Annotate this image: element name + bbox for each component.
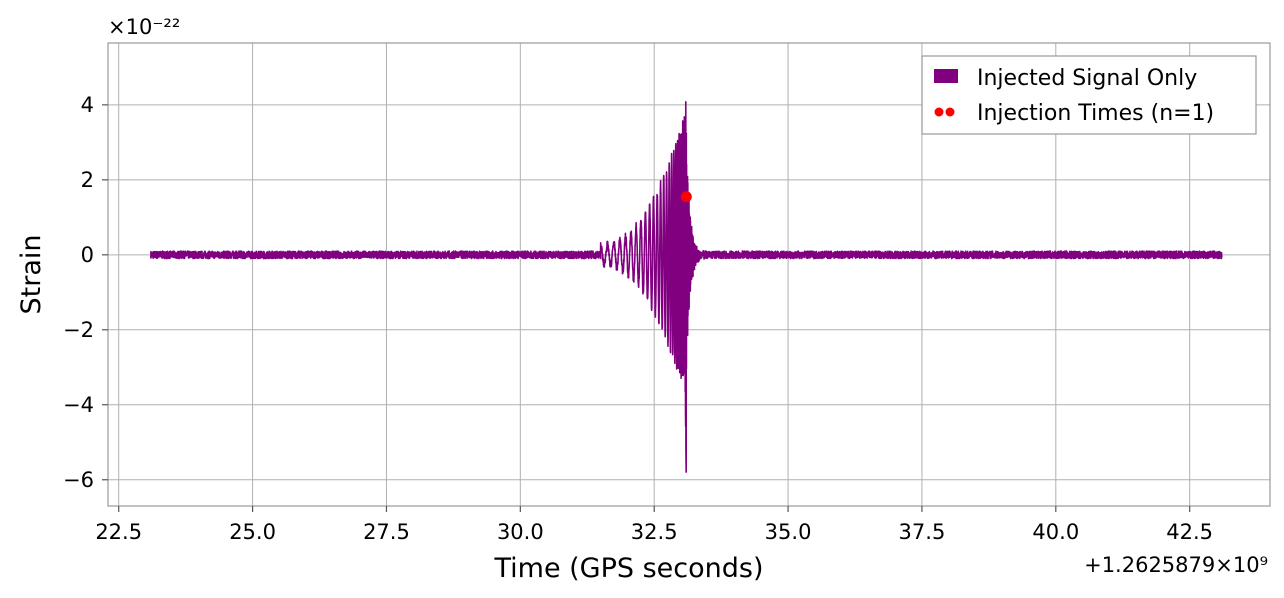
- legend-label-injection-times: Injection Times (n=1): [977, 101, 1214, 126]
- x-tick-label: 22.5: [95, 520, 142, 544]
- legend: Injected Signal Only Injection Times (n=…: [921, 55, 1257, 135]
- x-axis-offset: +1.2625879×10⁹: [1084, 553, 1268, 577]
- legend-marker-injection-times: [934, 107, 944, 117]
- legend-box: [921, 55, 1257, 135]
- legend-marker-injection-times: [945, 107, 955, 117]
- x-tick-label: 25.0: [229, 520, 276, 544]
- y-tick-label: −2: [63, 318, 94, 342]
- y-tick-label: 0: [81, 243, 94, 267]
- x-tick-label: 35.0: [765, 520, 812, 544]
- x-tick-label: 37.5: [899, 520, 946, 544]
- series-line-injected-signal: [150, 101, 1223, 473]
- legend-swatch-injected-signal: [934, 69, 958, 83]
- axis-ticks: 22.5 25.0 27.5 30.0 32.5 35.0 37.5 40.0 42.5 4 2 0 −…: [63, 93, 1213, 544]
- y-tick-label: −4: [63, 393, 94, 417]
- y-tick-label: 4: [81, 93, 94, 117]
- y-axis-label: Strain: [16, 235, 47, 315]
- plot-data: [150, 101, 1223, 473]
- x-tick-label: 40.0: [1032, 520, 1079, 544]
- injection-time-point: [680, 191, 692, 203]
- x-tick-label: 27.5: [363, 520, 410, 544]
- y-tick-label: −6: [63, 468, 94, 492]
- y-axis-multiplier: ×10⁻²²: [108, 15, 180, 39]
- x-tick-label: 42.5: [1166, 520, 1213, 544]
- x-axis-label: Time (GPS seconds): [493, 553, 763, 584]
- plot-frame: [107, 42, 1271, 507]
- x-tick-label: 30.0: [497, 520, 544, 544]
- legend-label-injected-signal: Injected Signal Only: [977, 66, 1197, 91]
- x-tick-label: 32.5: [631, 520, 678, 544]
- y-tick-label: 2: [81, 168, 94, 192]
